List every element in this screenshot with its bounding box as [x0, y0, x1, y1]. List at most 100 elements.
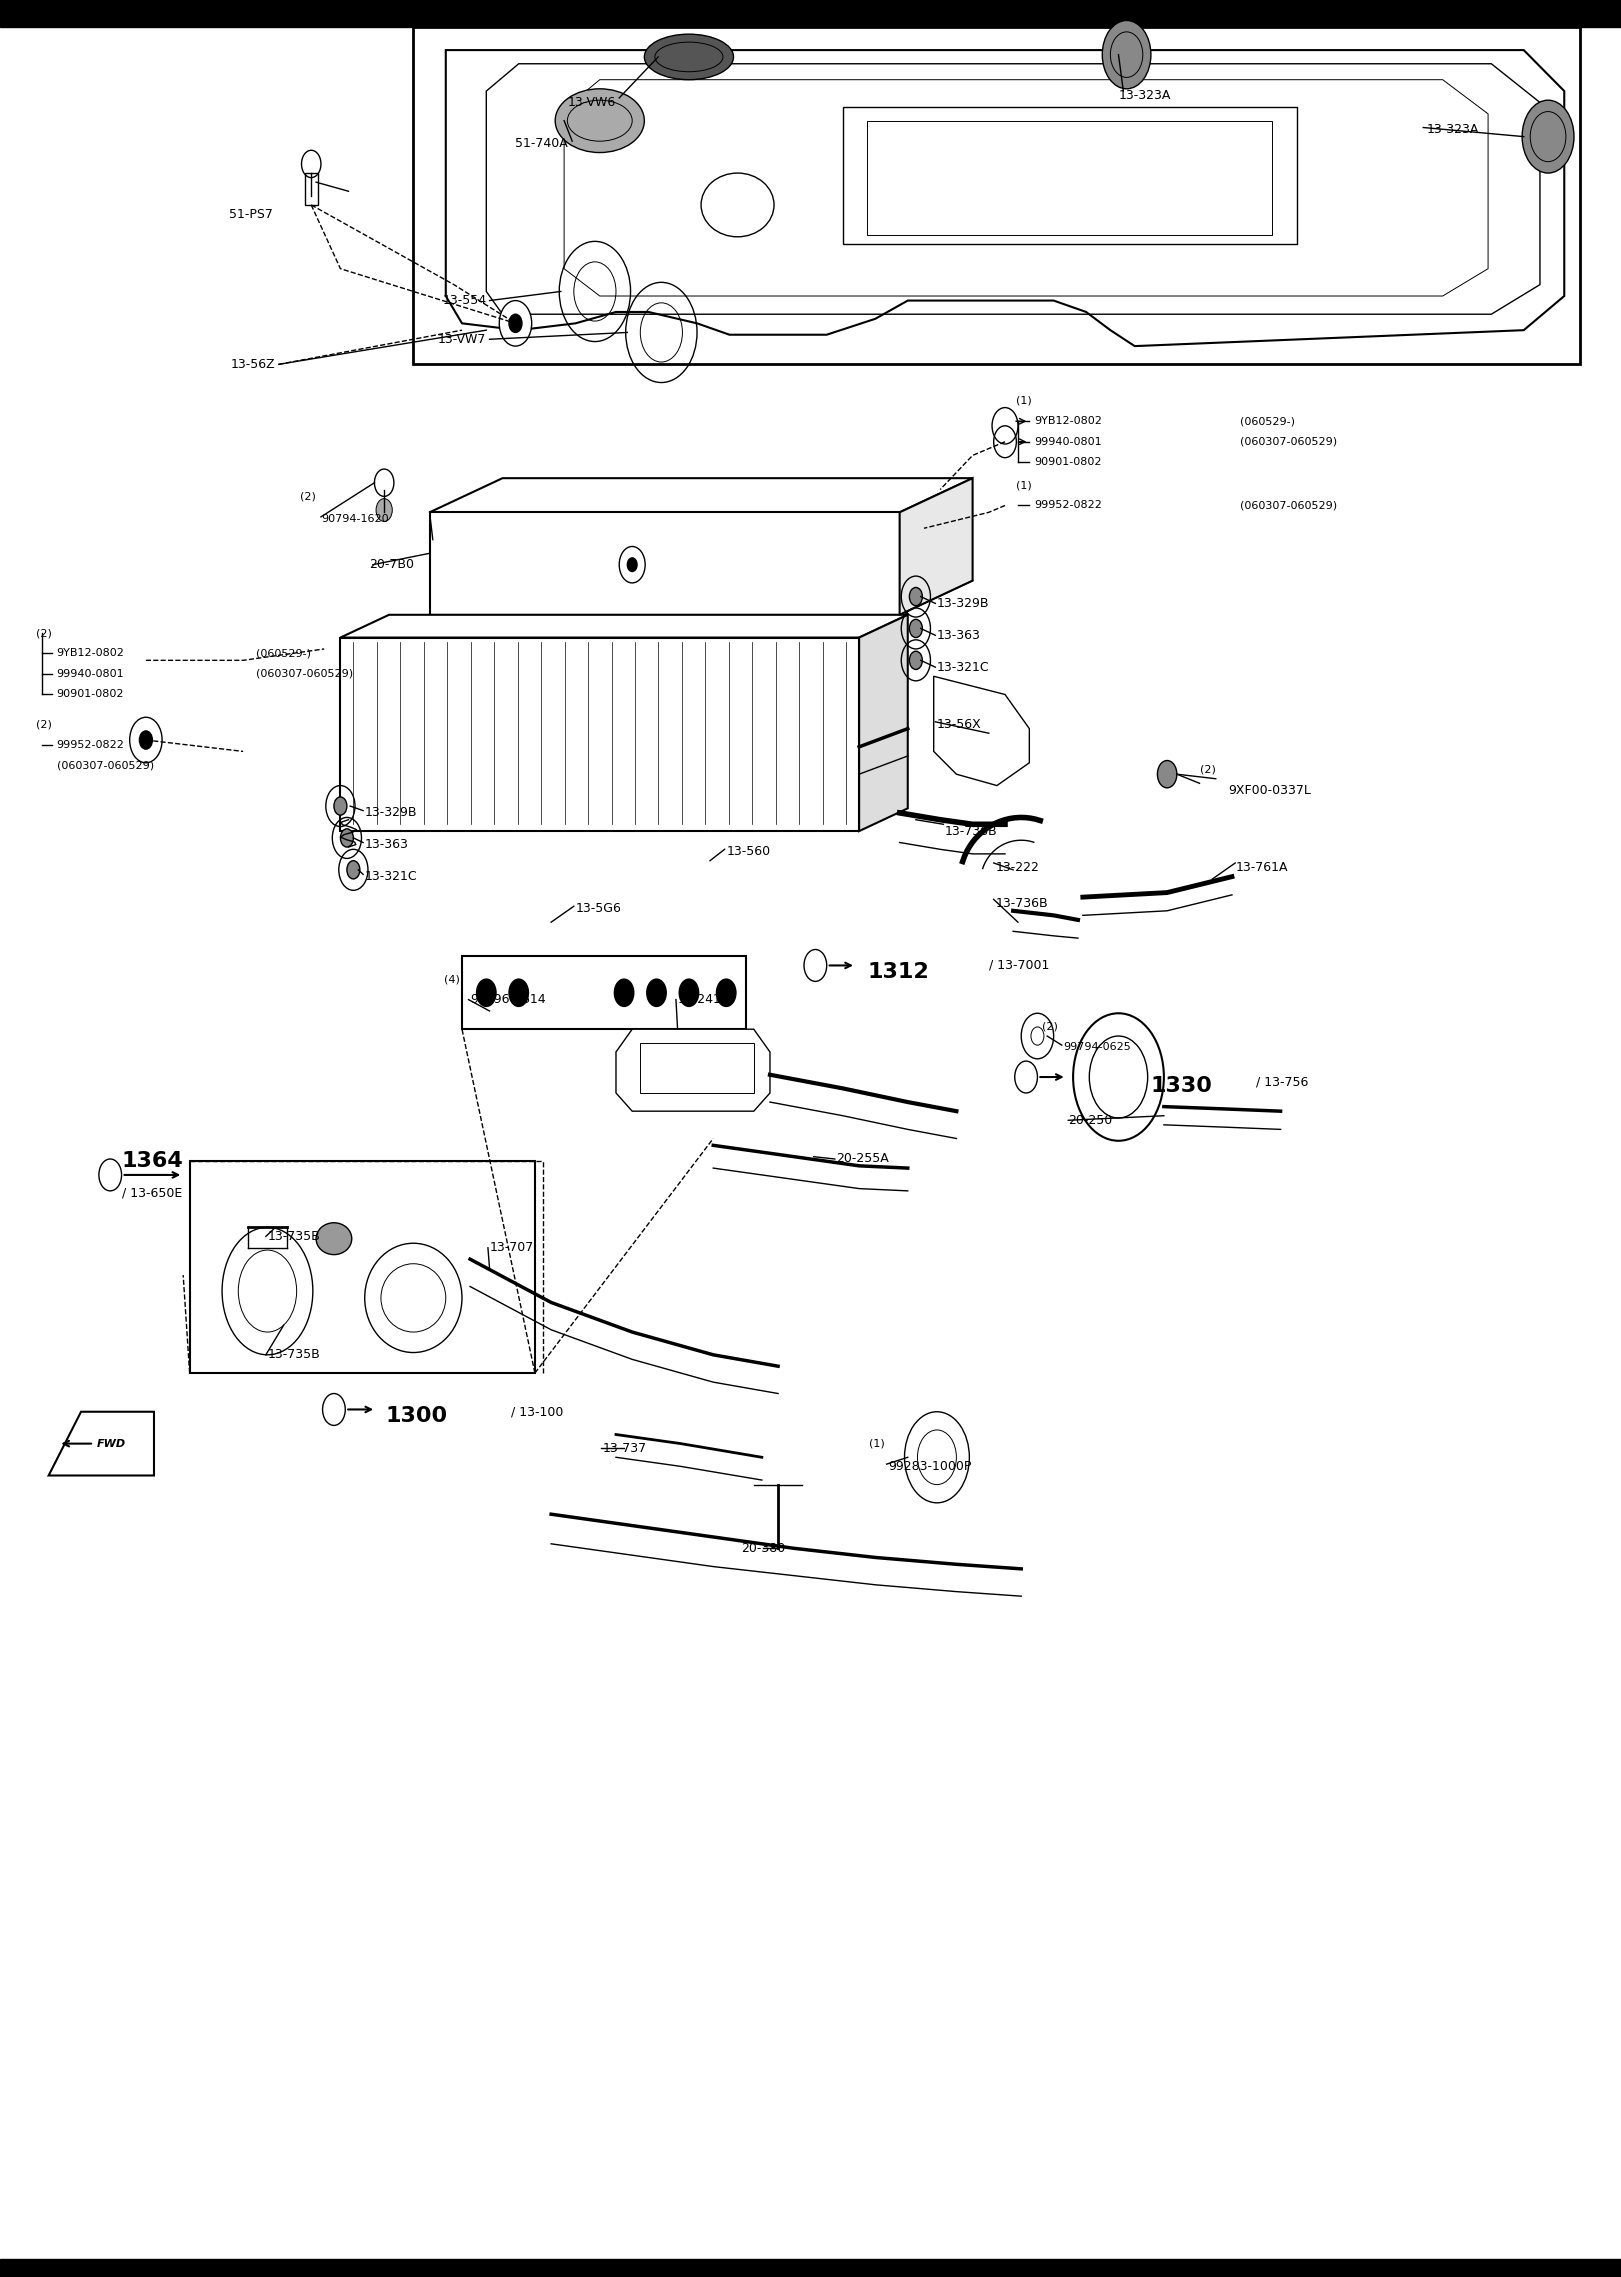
Text: 13-329B: 13-329B	[365, 806, 417, 820]
Text: (2): (2)	[36, 628, 52, 638]
Circle shape	[477, 979, 496, 1006]
Text: 13-56X: 13-56X	[937, 717, 982, 731]
Circle shape	[376, 499, 392, 521]
Text: (4): (4)	[444, 975, 460, 984]
Text: 13-329B: 13-329B	[937, 597, 989, 610]
Text: 20-250: 20-250	[1068, 1113, 1112, 1127]
Circle shape	[679, 979, 699, 1006]
Text: 13-323A: 13-323A	[1426, 123, 1478, 137]
Polygon shape	[340, 615, 908, 638]
Text: 9YB12-0802: 9YB12-0802	[1034, 417, 1102, 426]
Text: 13-736B: 13-736B	[995, 897, 1047, 911]
Text: 13-321C: 13-321C	[937, 660, 989, 674]
Text: 99794-0625: 99794-0625	[1063, 1043, 1131, 1052]
Text: (2): (2)	[1200, 765, 1216, 774]
Bar	[413, 27, 1580, 364]
Text: (2): (2)	[300, 492, 316, 501]
Text: / 13-650E: / 13-650E	[122, 1186, 182, 1200]
Bar	[305, 173, 318, 205]
Ellipse shape	[644, 34, 733, 80]
Text: 13-707: 13-707	[490, 1241, 533, 1255]
Text: 20-380: 20-380	[741, 1542, 786, 1555]
Text: 99796-0614: 99796-0614	[470, 993, 546, 1006]
Circle shape	[334, 797, 347, 815]
Text: / 13-756: / 13-756	[1256, 1075, 1308, 1088]
Text: 9XF00-0337L: 9XF00-0337L	[1229, 783, 1311, 797]
Text: 13-222: 13-222	[995, 861, 1039, 874]
Text: 99283-1000P: 99283-1000P	[888, 1460, 971, 1473]
Text: 13-321C: 13-321C	[365, 870, 417, 883]
Circle shape	[909, 651, 922, 669]
Text: / 13-7001: / 13-7001	[989, 959, 1049, 972]
Text: 90901-0802: 90901-0802	[57, 690, 125, 699]
Bar	[0, 0, 1621, 27]
Circle shape	[1102, 20, 1151, 89]
Text: (1): (1)	[1016, 480, 1033, 490]
Bar	[430, 512, 900, 615]
Text: (060529-): (060529-)	[1240, 417, 1295, 426]
Circle shape	[139, 731, 152, 749]
Circle shape	[614, 979, 634, 1006]
Text: FWD: FWD	[97, 1439, 126, 1448]
Text: 13-735B: 13-735B	[267, 1230, 321, 1243]
Text: 13-560: 13-560	[726, 845, 770, 858]
Circle shape	[627, 558, 637, 572]
Text: 13-VW7: 13-VW7	[438, 332, 486, 346]
Text: 1312: 1312	[867, 963, 929, 981]
Circle shape	[509, 979, 528, 1006]
Text: 51-740A: 51-740A	[514, 137, 567, 150]
Polygon shape	[859, 615, 908, 831]
Circle shape	[716, 979, 736, 1006]
Text: (060307-060529): (060307-060529)	[1240, 437, 1337, 446]
Bar	[843, 107, 1297, 244]
Text: 13-736B: 13-736B	[945, 824, 997, 838]
Bar	[462, 956, 746, 1029]
Text: 13-735B: 13-735B	[267, 1348, 321, 1362]
Text: 13-5G6: 13-5G6	[575, 902, 621, 915]
Circle shape	[909, 619, 922, 638]
Circle shape	[909, 587, 922, 606]
Polygon shape	[430, 478, 973, 512]
Text: 13-554: 13-554	[443, 294, 486, 307]
Text: (1): (1)	[1016, 396, 1033, 405]
Text: 51-PS7: 51-PS7	[229, 207, 274, 221]
Text: 90901-0802: 90901-0802	[1034, 458, 1102, 467]
Text: 13-323A: 13-323A	[1118, 89, 1170, 102]
Text: (060529-): (060529-)	[256, 649, 311, 658]
Bar	[640, 1043, 754, 1093]
Text: 1364: 1364	[122, 1152, 183, 1170]
Circle shape	[347, 861, 360, 879]
Text: (2): (2)	[36, 720, 52, 729]
Text: 1300: 1300	[386, 1407, 447, 1425]
Text: 9YB12-0802: 9YB12-0802	[57, 649, 125, 658]
Text: (060307-060529): (060307-060529)	[57, 761, 154, 770]
Text: (060307-060529): (060307-060529)	[1240, 501, 1337, 510]
Text: 13-363: 13-363	[365, 838, 408, 852]
Text: 99940-0801: 99940-0801	[1034, 437, 1102, 446]
Circle shape	[499, 301, 532, 346]
Text: 90794-1620: 90794-1620	[321, 515, 389, 524]
Text: 20-7B0: 20-7B0	[370, 558, 415, 572]
Text: 20-255A: 20-255A	[836, 1152, 890, 1166]
Bar	[867, 121, 1272, 235]
Text: 13-241B: 13-241B	[678, 993, 729, 1006]
Circle shape	[1522, 100, 1574, 173]
Text: (060307-060529): (060307-060529)	[256, 669, 353, 679]
Polygon shape	[616, 1029, 770, 1111]
Ellipse shape	[554, 89, 644, 153]
Text: 13-363: 13-363	[937, 628, 981, 642]
Text: (1): (1)	[869, 1439, 885, 1448]
Text: 13-737: 13-737	[603, 1441, 647, 1455]
Text: 13-VW6: 13-VW6	[567, 96, 616, 109]
Text: / 13-100: / 13-100	[511, 1405, 562, 1419]
Bar	[0, 2259, 1621, 2277]
Text: 1330: 1330	[1151, 1077, 1213, 1095]
Circle shape	[509, 314, 522, 332]
Text: (2): (2)	[1042, 1022, 1059, 1031]
Ellipse shape	[316, 1223, 352, 1255]
Circle shape	[340, 829, 353, 847]
Circle shape	[647, 979, 666, 1006]
Text: 13-761A: 13-761A	[1235, 861, 1287, 874]
Polygon shape	[900, 478, 973, 615]
Bar	[190, 1161, 535, 1373]
